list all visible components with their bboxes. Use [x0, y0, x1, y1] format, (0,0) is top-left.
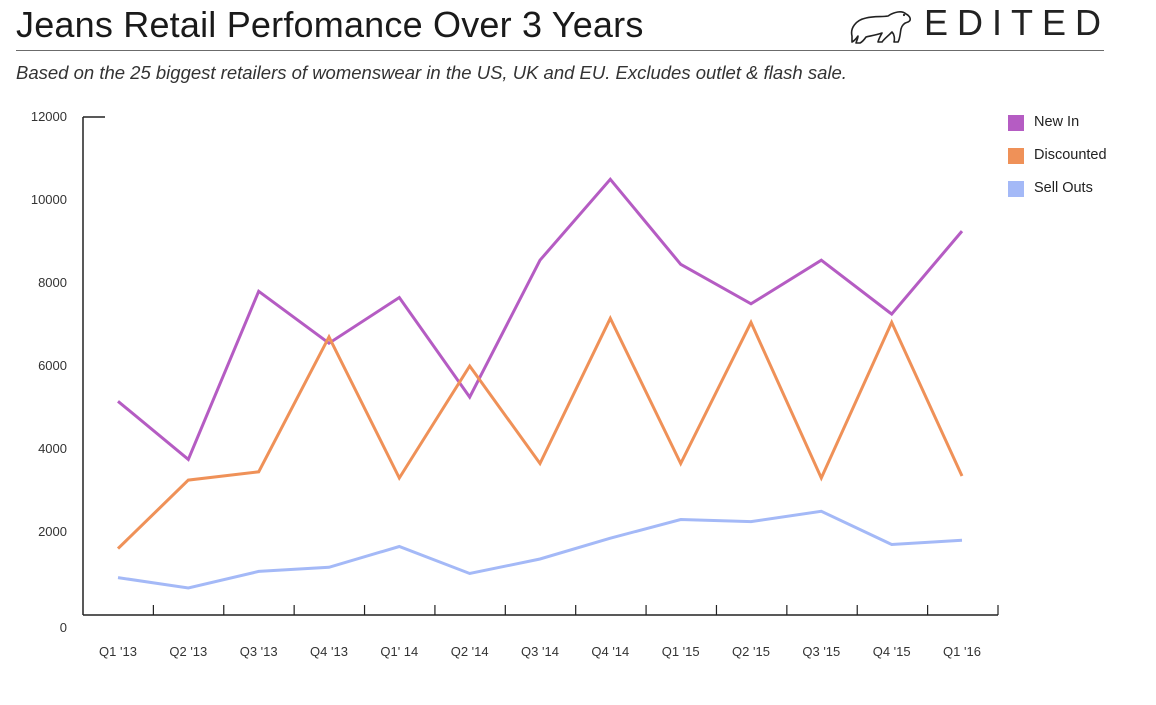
- legend-swatch-discounted: [1008, 148, 1024, 164]
- chart-title: Jeans Retail Perfomance Over 3 Years: [16, 4, 644, 45]
- x-tick-label: Q1' 14: [380, 644, 418, 659]
- x-tick-label: Q3 '14: [521, 644, 559, 659]
- legend-swatch-sell-outs: [1008, 181, 1024, 197]
- x-tick-label: Q1 '15: [662, 644, 700, 659]
- x-tick-label: Q2 '14: [451, 644, 489, 659]
- legend-label-new-in: New In: [1034, 114, 1080, 130]
- legend-swatch-new-in: [1008, 115, 1024, 131]
- y-tick-label: 0: [60, 620, 67, 635]
- chart-axes: [82, 116, 998, 616]
- x-tick-label: Q3 '13: [240, 644, 278, 659]
- series-line-sell-outs: [117, 509, 963, 590]
- series-lines: [116, 176, 964, 590]
- y-tick-label: 12000: [31, 109, 67, 124]
- series-line-new-in: [117, 176, 964, 462]
- y-tick-label: 4000: [38, 441, 67, 456]
- x-tick-label: Q2 '13: [169, 644, 207, 659]
- brand-name: EDITED: [924, 2, 1111, 43]
- x-tick-label: Q4 '13: [310, 644, 348, 659]
- brand-logo: EDITED: [848, 2, 1110, 46]
- y-tick-label: 6000: [38, 358, 67, 373]
- header-divider: [16, 50, 1104, 51]
- legend-label-sell-outs: Sell Outs: [1034, 180, 1093, 196]
- chart-subtitle: Based on the 25 biggest retailers of wom…: [16, 62, 847, 83]
- y-tick-label: 8000: [38, 275, 67, 290]
- x-axis-ticks: Q1 '13 Q2 '13 Q3 '13 Q4 '13 Q1' 14 Q2 '14 Q3 '…: [99, 605, 999, 659]
- x-tick-label: Q2 '15: [732, 644, 770, 659]
- x-tick-label: Q3 '15: [802, 644, 840, 659]
- x-tick-label: Q1 '16: [943, 644, 981, 659]
- x-tick-label: Q1 '13: [99, 644, 137, 659]
- y-tick-label: 10000: [31, 192, 67, 207]
- y-axis-ticks: 0 2000 4000 6000 8000 10000 12000: [31, 109, 67, 635]
- series-line-discounted: [116, 314, 964, 550]
- y-tick-label: 2000: [38, 524, 67, 539]
- legend-label-discounted: Discounted: [1034, 147, 1107, 163]
- x-tick-label: Q4 '15: [873, 644, 911, 659]
- polar-bear-icon: [850, 11, 911, 44]
- x-tick-label: Q4 '14: [591, 644, 629, 659]
